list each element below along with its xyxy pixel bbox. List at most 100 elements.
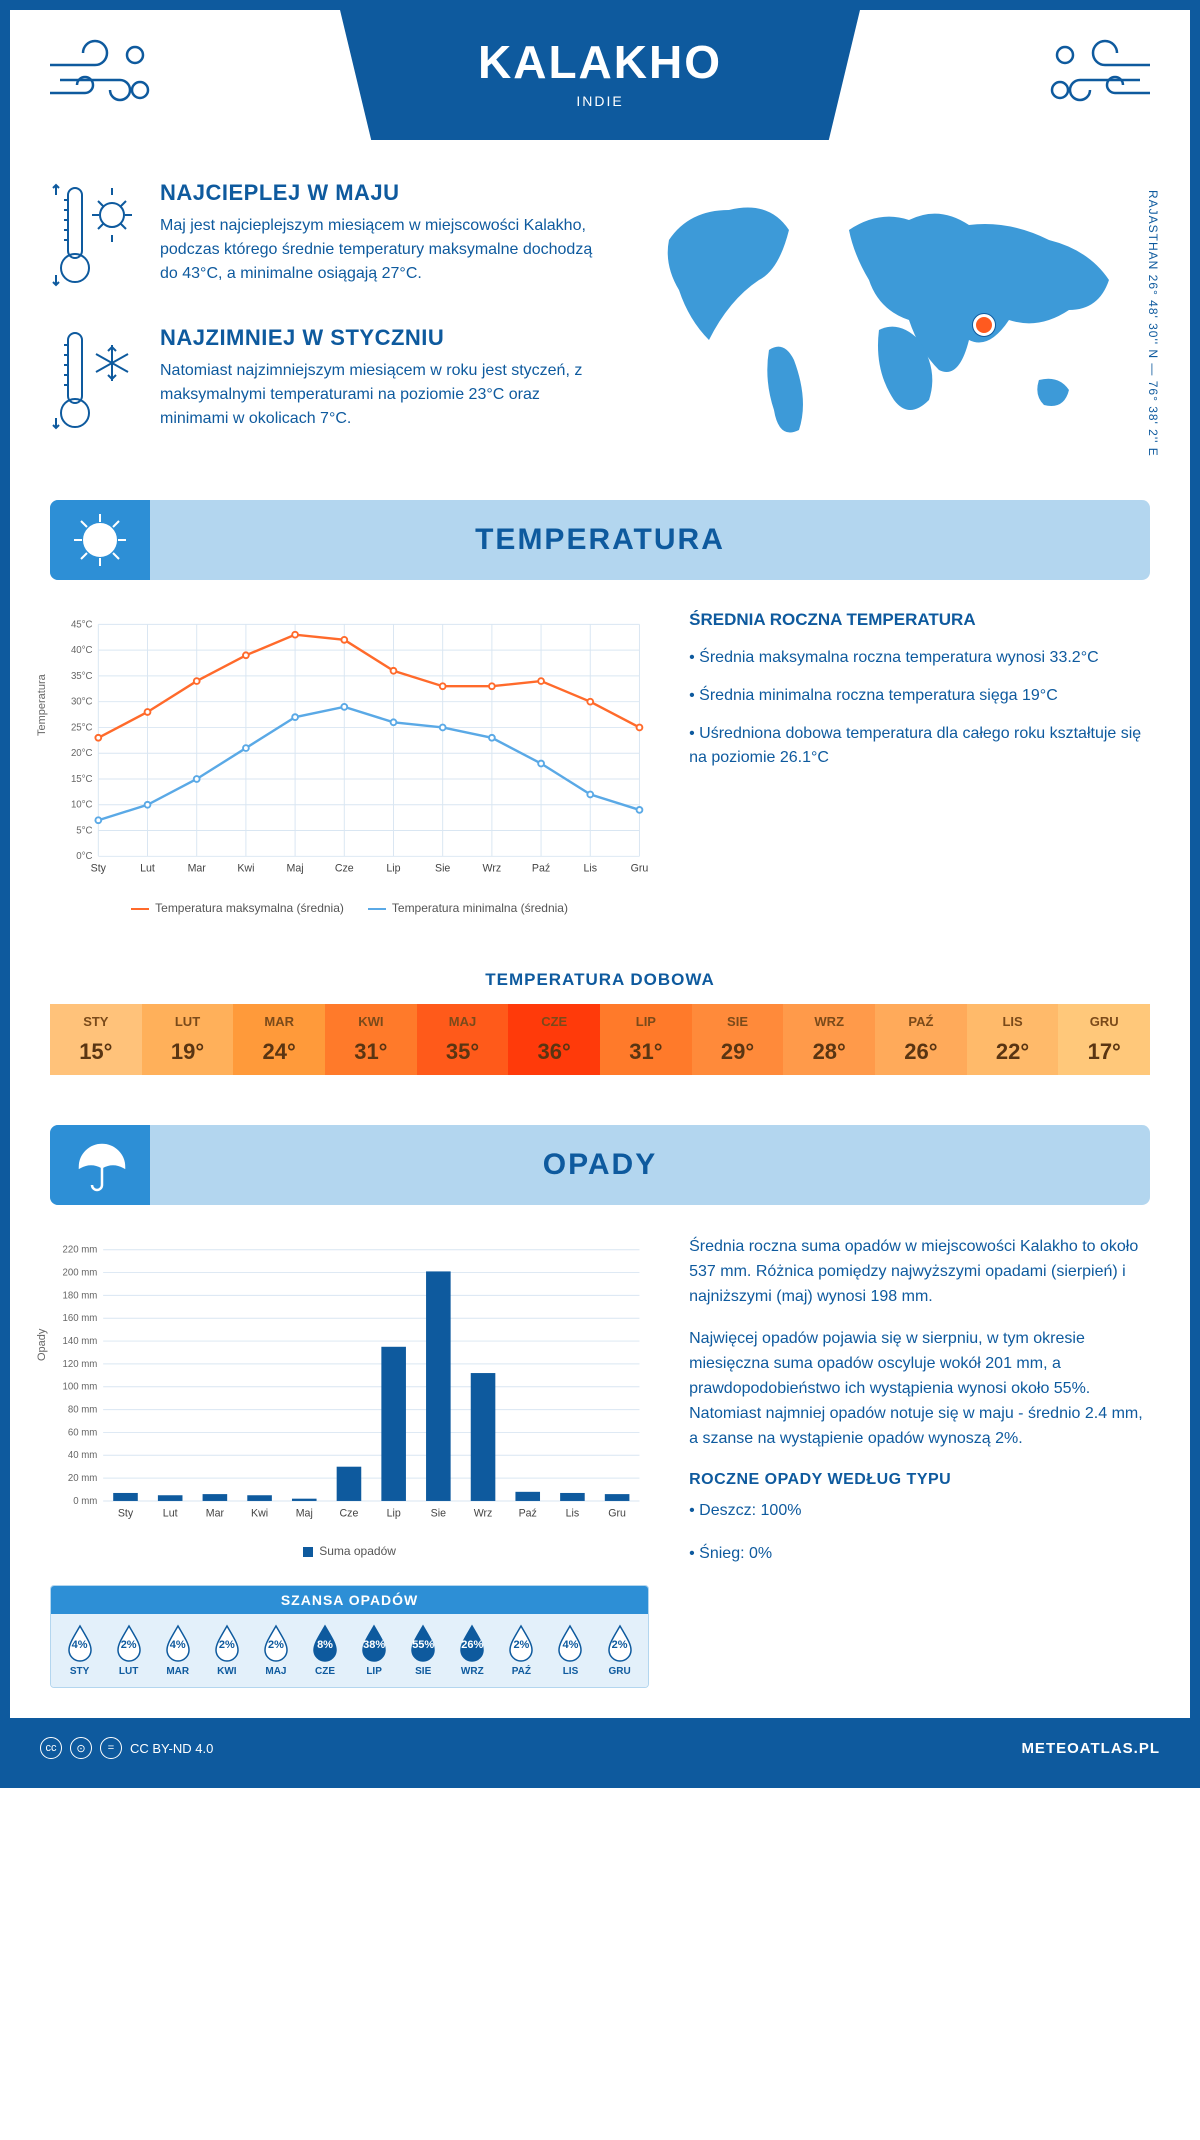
heat-cell: WRZ28° [783, 1004, 875, 1075]
heat-cell: GRU17° [1058, 1004, 1150, 1075]
svg-text:Sty: Sty [118, 1507, 134, 1519]
chance-cell: 4% STY [55, 1624, 104, 1677]
svg-text:Mar: Mar [188, 863, 207, 875]
heat-cell: MAR24° [233, 1004, 325, 1075]
svg-text:180 mm: 180 mm [62, 1290, 97, 1301]
temp-y-axis-label: Temperatura [36, 674, 48, 736]
coordinates-label: RAJASTHAN 26° 48' 30'' N — 76° 38' 2'' E [1146, 190, 1160, 457]
svg-text:Gru: Gru [608, 1507, 626, 1519]
annual-temp-bullet: • Średnia minimalna roczna temperatura s… [689, 684, 1150, 708]
coldest-text: Natomiast najzimniejszym miesiącem w rok… [160, 359, 598, 431]
svg-text:Gru: Gru [631, 863, 649, 875]
svg-text:120 mm: 120 mm [62, 1359, 97, 1370]
chance-cell: 2% LUT [104, 1624, 153, 1677]
hottest-fact: NAJCIEPLEJ W MAJU Maj jest najcieplejszy… [50, 180, 598, 295]
legend-min: Temperatura minimalna (średnia) [368, 901, 568, 915]
svg-text:Mar: Mar [206, 1507, 225, 1519]
svg-text:Kwi: Kwi [237, 863, 254, 875]
svg-text:Lip: Lip [387, 1507, 401, 1519]
raindrop-icon: 55% [408, 1624, 438, 1662]
thermometer-snow-icon [50, 325, 140, 440]
chance-cell: 4% LIS [546, 1624, 595, 1677]
svg-text:Cze: Cze [340, 1507, 359, 1519]
chance-cell: 55% SIE [399, 1624, 448, 1677]
chance-cell: 2% PAŹ [497, 1624, 546, 1677]
heat-cell: SIE29° [692, 1004, 784, 1075]
temperature-summary: ŚREDNIA ROCZNA TEMPERATURA • Średnia mak… [689, 610, 1150, 930]
rain-type-bullet: • Śnieg: 0% [689, 1542, 1150, 1567]
country-subtitle: INDIE [340, 93, 860, 109]
chance-cell: 2% MAJ [251, 1624, 300, 1677]
sun-icon [50, 500, 150, 580]
cc-icon: cc [40, 1737, 62, 1759]
rain-type-bullet: • Deszcz: 100% [689, 1499, 1150, 1524]
heat-cell: STY15° [50, 1004, 142, 1075]
precipitation-heading: OPADY [543, 1148, 657, 1182]
heat-cell: CZE36° [508, 1004, 600, 1075]
temperature-section-header: TEMPERATURA [50, 500, 1150, 580]
svg-text:60 mm: 60 mm [68, 1427, 98, 1438]
hottest-title: NAJCIEPLEJ W MAJU [160, 180, 598, 206]
raindrop-icon: 4% [163, 1624, 193, 1662]
annual-temp-bullet: • Średnia maksymalna roczna temperatura … [689, 646, 1150, 670]
svg-text:160 mm: 160 mm [62, 1313, 97, 1324]
svg-text:30°C: 30°C [71, 697, 93, 708]
rain-paragraph: Średnia roczna suma opadów w miejscowośc… [689, 1235, 1150, 1309]
chance-cell: 4% MAR [153, 1624, 202, 1677]
location-marker-icon [973, 314, 995, 336]
rain-y-axis-label: Opady [36, 1329, 48, 1361]
annual-temp-heading: ŚREDNIA ROCZNA TEMPERATURA [689, 610, 1150, 630]
svg-text:Maj: Maj [296, 1507, 313, 1519]
precipitation-section-header: OPADY [50, 1125, 1150, 1205]
svg-text:Lip: Lip [386, 863, 400, 875]
svg-text:Lut: Lut [163, 1507, 178, 1519]
svg-text:200 mm: 200 mm [62, 1267, 97, 1278]
wind-icon [45, 35, 155, 120]
rain-type-heading: ROCZNE OPADY WEDŁUG TYPU [689, 1471, 1150, 1489]
svg-text:25°C: 25°C [71, 722, 93, 733]
raindrop-icon: 2% [261, 1624, 291, 1662]
rain-chart-legend: Suma opadów [50, 1544, 649, 1558]
raindrop-icon: 38% [359, 1624, 389, 1662]
svg-text:Paź: Paź [519, 1507, 537, 1519]
svg-text:40°C: 40°C [71, 645, 93, 656]
svg-text:100 mm: 100 mm [62, 1382, 97, 1393]
city-title: KALAKHO [340, 35, 860, 89]
hottest-text: Maj jest najcieplejszym miesiącem w miej… [160, 214, 598, 286]
world-map: RAJASTHAN 26° 48' 30'' N — 76° 38' 2'' E [628, 180, 1150, 460]
svg-text:220 mm: 220 mm [62, 1245, 97, 1256]
chance-cell: 38% LIP [350, 1624, 399, 1677]
raindrop-icon: 2% [506, 1624, 536, 1662]
license-label: CC BY-ND 4.0 [130, 1741, 213, 1756]
svg-text:Wrz: Wrz [483, 863, 502, 875]
svg-text:Lut: Lut [140, 863, 155, 875]
raindrop-icon: 2% [605, 1624, 635, 1662]
svg-text:140 mm: 140 mm [62, 1336, 97, 1347]
svg-text:Wrz: Wrz [474, 1507, 493, 1519]
svg-text:15°C: 15°C [71, 774, 93, 785]
chance-cell: 26% WRZ [448, 1624, 497, 1677]
svg-text:80 mm: 80 mm [68, 1404, 98, 1415]
svg-text:Lis: Lis [583, 863, 597, 875]
legend-max: Temperatura maksymalna (średnia) [131, 901, 344, 915]
daily-temp-heatstrip: STY15°LUT19°MAR24°KWI31°MAJ35°CZE36°LIP3… [50, 1004, 1150, 1075]
raindrop-icon: 26% [457, 1624, 487, 1662]
header: KALAKHO INDIE [10, 10, 1190, 170]
heat-cell: LIP31° [600, 1004, 692, 1075]
svg-text:10°C: 10°C [71, 800, 93, 811]
chance-cell: 2% GRU [595, 1624, 644, 1677]
svg-text:Kwi: Kwi [251, 1507, 268, 1519]
by-icon: ⊙ [70, 1737, 92, 1759]
svg-text:20°C: 20°C [71, 748, 93, 759]
svg-text:0°C: 0°C [76, 851, 92, 862]
nd-icon: = [100, 1737, 122, 1759]
svg-text:20 mm: 20 mm [68, 1473, 98, 1484]
raindrop-icon: 4% [65, 1624, 95, 1662]
svg-text:40 mm: 40 mm [68, 1450, 98, 1461]
precipitation-bar-chart: Opady 0 mm20 mm40 mm60 mm80 mm100 mm120 … [50, 1235, 649, 1575]
coldest-title: NAJZIMNIEJ W STYCZNIU [160, 325, 598, 351]
site-label: METEOATLAS.PL [1021, 1740, 1160, 1757]
svg-text:Lis: Lis [566, 1507, 580, 1519]
svg-text:0 mm: 0 mm [73, 1496, 97, 1507]
precipitation-chance-table: SZANSA OPADÓW 4% STY 2% LUT 4% MAR 2% KW… [50, 1585, 649, 1688]
